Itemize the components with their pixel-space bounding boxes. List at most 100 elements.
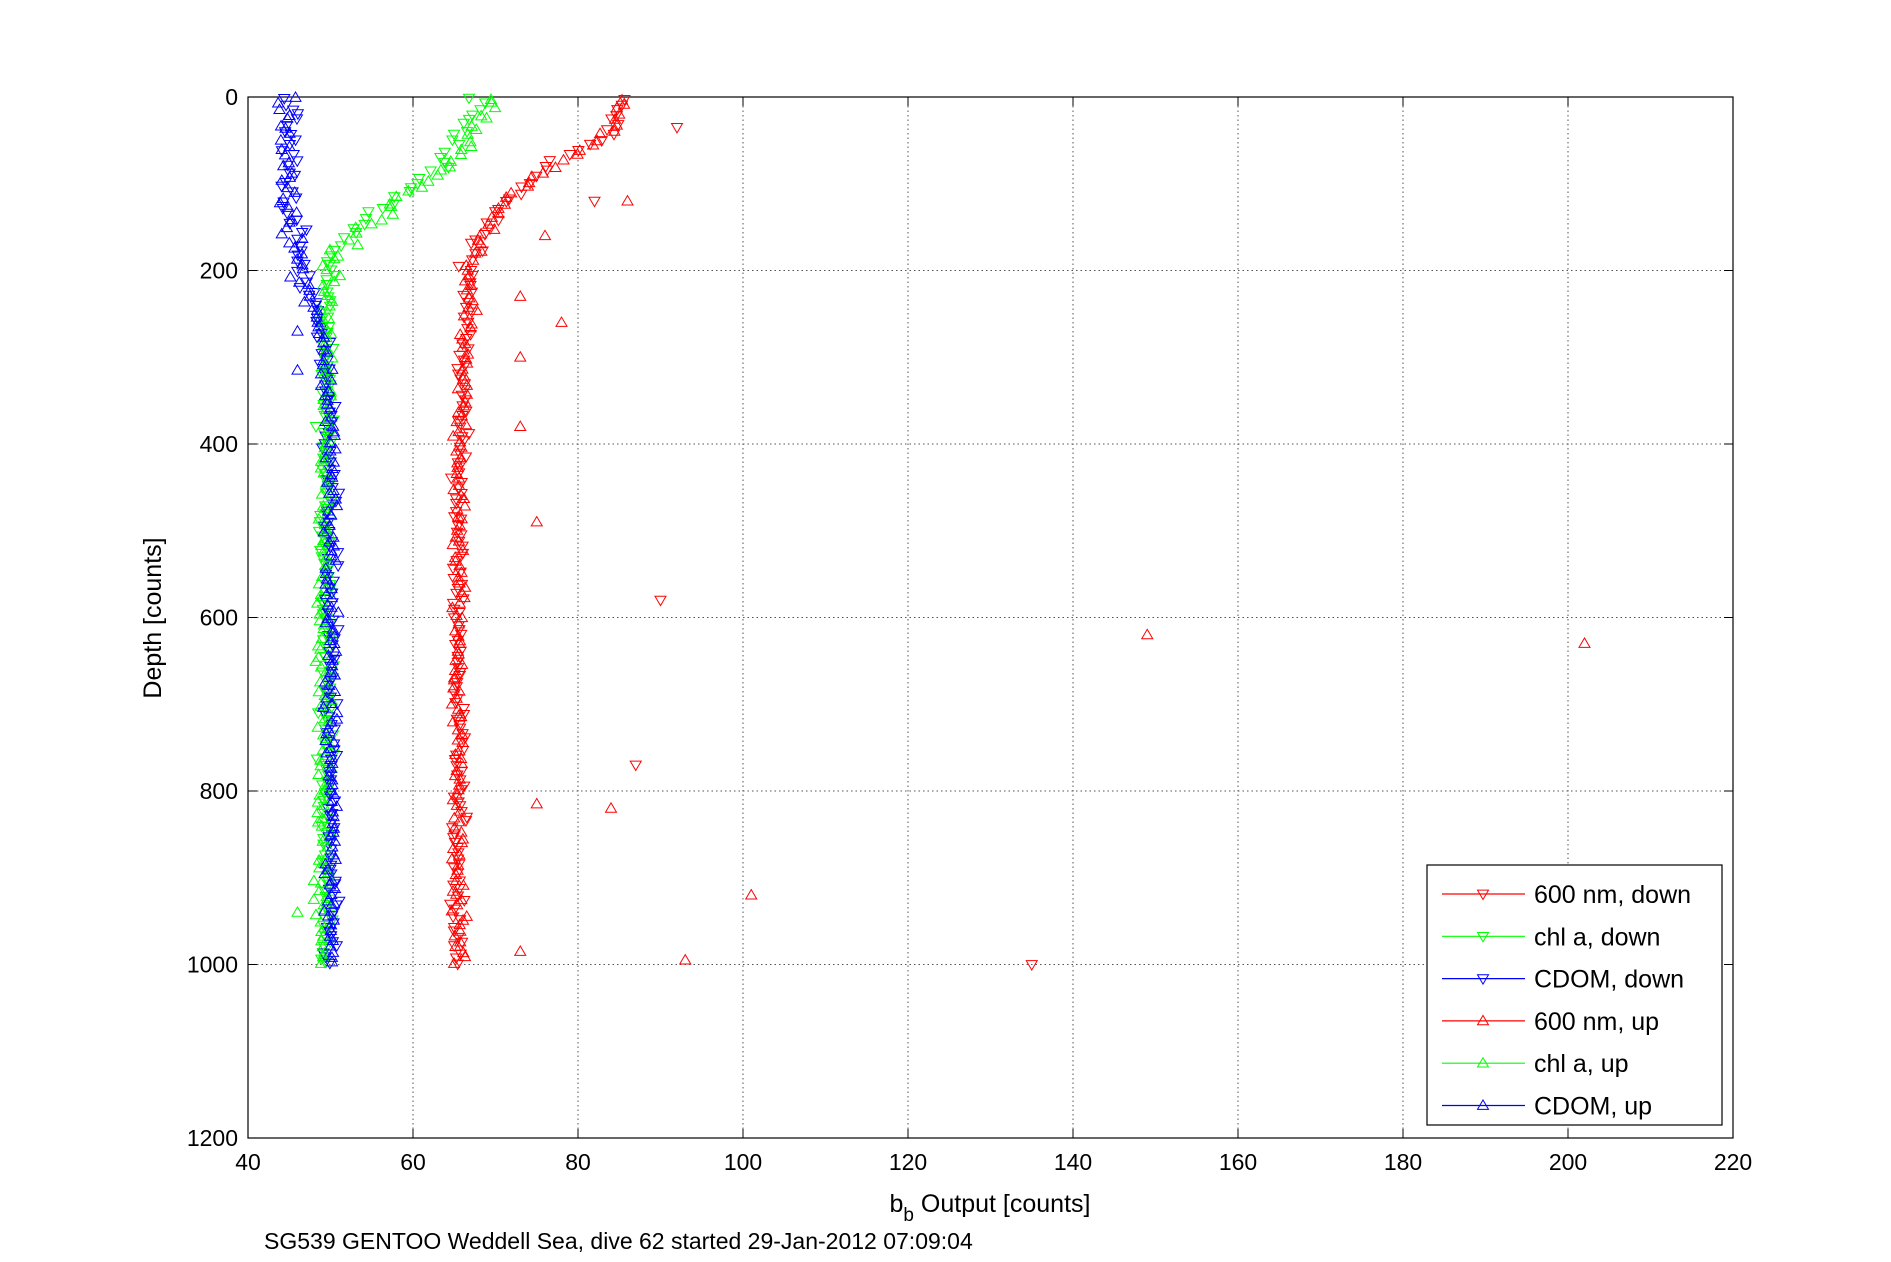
data-point: [314, 956, 328, 968]
data-point: [455, 757, 469, 769]
data-point: [319, 734, 333, 745]
data-point: [312, 512, 326, 524]
outlier-point: [291, 905, 304, 917]
data-point: [571, 147, 584, 159]
data-point: [325, 840, 339, 852]
data-point: [315, 307, 329, 319]
data-point: [605, 114, 618, 126]
data-point: [451, 702, 465, 714]
data-point: [454, 451, 468, 462]
y-tick-label: 600: [200, 605, 238, 631]
data-point: [275, 146, 289, 158]
data-point: [322, 486, 336, 498]
figure-caption: SG539 GENTOO Weddell Sea, dive 62 starte…: [264, 1228, 973, 1254]
data-point: [309, 300, 323, 312]
data-point: [460, 812, 474, 824]
data-point: [276, 159, 290, 171]
data-point: [451, 651, 465, 663]
data-point: [321, 909, 335, 921]
data-point: [448, 829, 462, 841]
data-point: [280, 208, 294, 220]
data-point: [317, 452, 331, 464]
legend-label: CDOM, down: [1534, 966, 1684, 994]
data-point: [462, 344, 475, 356]
data-point: [465, 317, 478, 329]
data-point: [328, 429, 341, 440]
outlier-point: [513, 420, 527, 431]
data-point: [455, 836, 469, 848]
data-point: [365, 217, 378, 229]
data-point: [457, 399, 471, 411]
legend-marker: [1476, 1014, 1490, 1026]
data-point: [324, 410, 338, 422]
data-point: [325, 795, 339, 806]
data-point: [451, 382, 465, 394]
data-point: [452, 471, 466, 483]
data-point: [474, 109, 488, 121]
data-point: [326, 419, 340, 431]
x-tick-label: 40: [235, 1149, 261, 1175]
y-tick-label: 0: [225, 84, 238, 110]
data-point: [283, 270, 297, 282]
data-point: [311, 315, 325, 327]
data-point: [275, 227, 289, 239]
outlier-point: [513, 290, 527, 301]
data-point: [434, 163, 448, 175]
data-point: [457, 309, 471, 321]
data-point: [466, 253, 480, 265]
data-point: [283, 140, 296, 152]
y-tick-label: 1200: [187, 1125, 238, 1151]
data-point: [300, 225, 313, 237]
data-point: [279, 121, 292, 133]
data-point: [325, 549, 338, 561]
data-point: [310, 304, 324, 315]
outlier-point: [1140, 628, 1154, 640]
data-point: [461, 347, 475, 359]
data-point: [321, 393, 334, 405]
data-point: [330, 712, 344, 724]
data-point: [317, 393, 330, 404]
data-point: [319, 616, 333, 628]
data-point: [456, 372, 470, 384]
data-point: [326, 626, 340, 638]
data-point: [459, 418, 473, 430]
data-point: [402, 184, 415, 196]
data-point: [448, 769, 462, 781]
data-point: [323, 519, 336, 530]
data-point: [312, 768, 325, 780]
data-point: [387, 192, 401, 204]
data-point: [309, 422, 323, 433]
data-point: [450, 527, 464, 539]
data-point: [318, 447, 332, 458]
data-point: [316, 545, 330, 557]
data-point: [452, 261, 466, 273]
data-point: [313, 884, 327, 895]
data-point: [313, 607, 327, 619]
data-point: [312, 685, 326, 697]
data-point: [521, 179, 535, 191]
data-point: [453, 775, 467, 787]
data-point: [462, 93, 476, 105]
data-point: [288, 241, 301, 253]
data-point: [330, 499, 344, 511]
data-point: [331, 625, 345, 637]
data-point: [448, 754, 462, 766]
data-point: [470, 304, 484, 315]
data-point: [328, 668, 342, 680]
data-point: [314, 753, 327, 765]
data-point: [451, 959, 465, 971]
data-point: [318, 867, 331, 879]
data-point: [327, 736, 341, 748]
data-point: [322, 312, 336, 323]
data-point: [323, 829, 337, 841]
x-tick-label: 80: [565, 1149, 591, 1175]
data-point: [320, 665, 333, 677]
data-point: [324, 327, 338, 339]
y-axis-label: Depth [counts]: [139, 537, 167, 698]
data-point: [450, 444, 463, 456]
data-point: [280, 111, 294, 123]
data-point: [452, 815, 466, 827]
data-point: [321, 422, 335, 434]
data-point: [450, 764, 464, 775]
data-point: [453, 935, 467, 947]
